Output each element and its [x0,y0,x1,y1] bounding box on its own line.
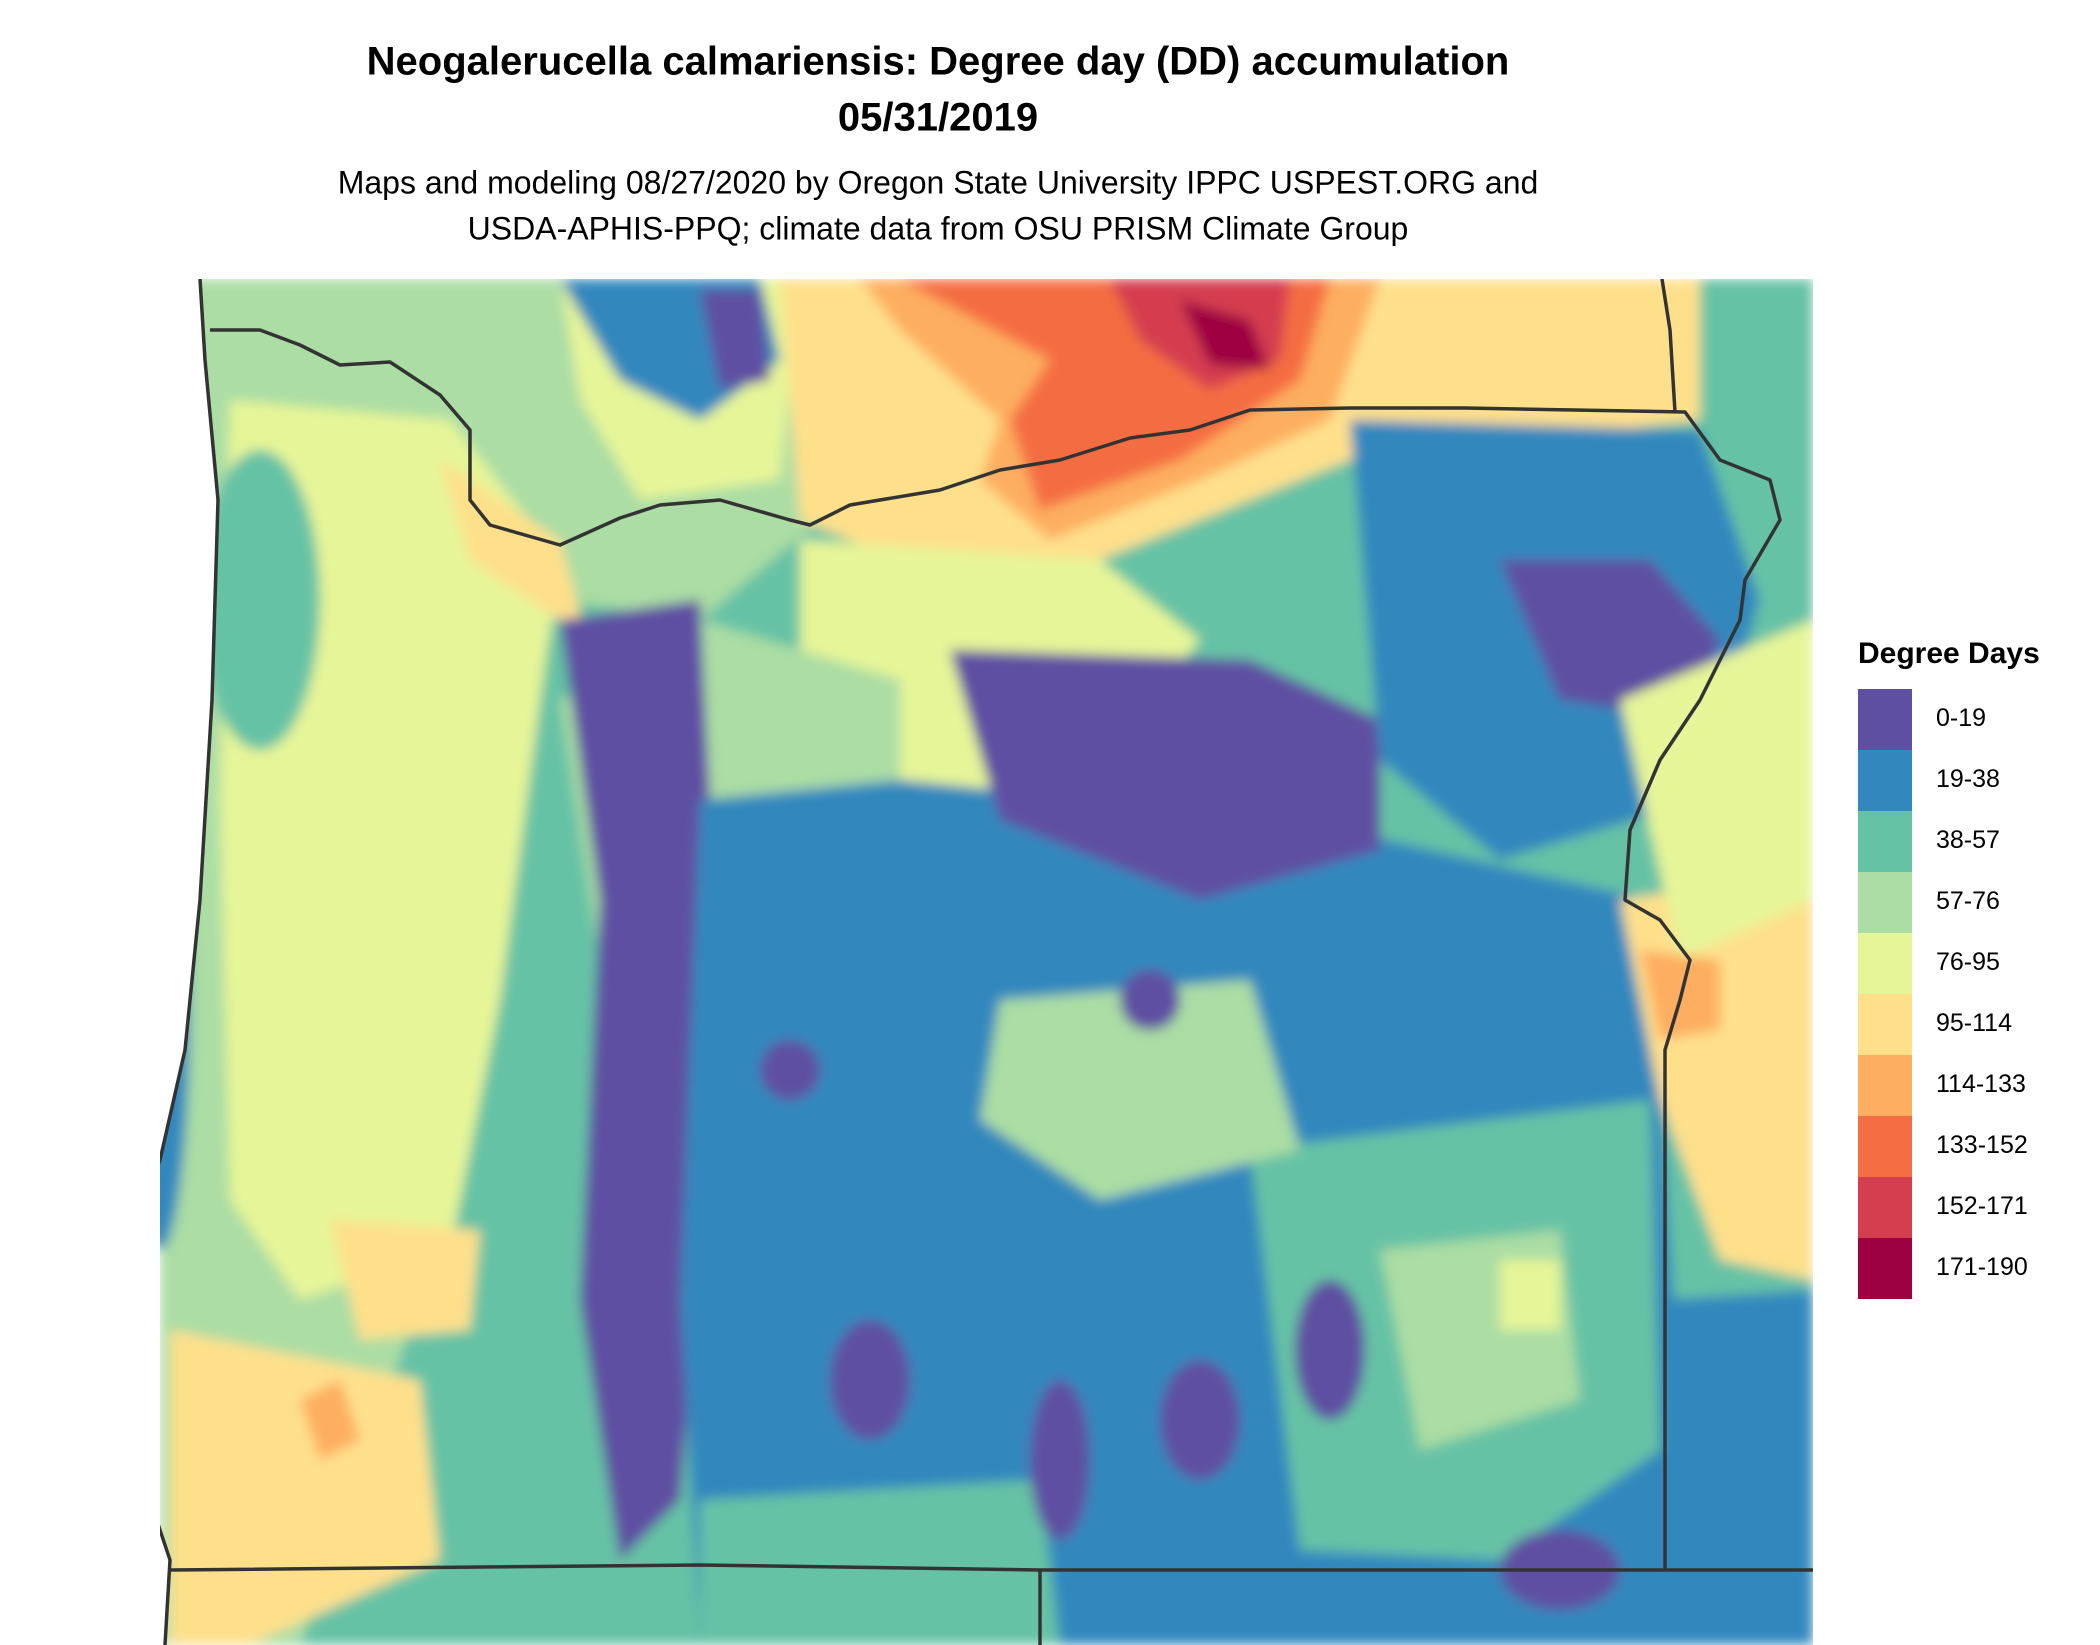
legend-label: 0-19 [1936,704,1986,732]
legend-label: 152-171 [1936,1192,2028,1220]
raster-region [1500,1260,1560,1330]
raster-region [1160,1360,1240,1480]
legend-label: 95-114 [1936,1009,2012,1037]
raster-region [300,1380,360,1460]
raster-region [1180,300,1270,370]
map [160,279,1813,1645]
legend-label: 133-152 [1936,1131,2028,1159]
legend-title: Degree Days [1858,637,2040,670]
raster-region [1660,1290,1813,1645]
legend-swatch [1858,1055,1912,1116]
legend-swatch [1858,689,1912,750]
raster-region [760,1040,820,1100]
legend-swatch [1858,811,1912,872]
state-border [1660,279,1677,413]
subtitle-line: USDA-APHIS-PPQ; climate data from OSU PR… [468,210,1409,246]
coastline [160,279,220,1645]
legend-label: 57-76 [1936,887,2000,915]
raster-region [830,1320,910,1440]
legend-swatch [1858,1238,1912,1299]
title-line: 05/31/2019 [838,96,1038,140]
legend-swatch [1858,750,1912,811]
raster-region [170,1330,440,1645]
legend-label: 19-38 [1936,765,2000,793]
raster-region [700,1480,1060,1645]
state-border [210,328,1782,1570]
subtitle-line: Maps and modeling 08/27/2020 by Oregon S… [338,164,1539,200]
legend-swatch [1858,872,1912,933]
legend: 0-19 19-38 38-57 57-76 76-95 95-114 114-133 133… [1858,689,2028,1299]
state-border [169,1563,1813,1572]
legend-swatch [1858,933,1912,994]
raster [160,279,1813,1645]
legend-label: 114-133 [1936,1070,2026,1098]
raster-region [1500,560,1720,720]
raster-region [1620,620,1813,960]
legend-swatch [1858,1177,1912,1238]
raster-region [1120,970,1180,1030]
legend-swatch [1858,994,1912,1055]
raster-region [950,650,1380,900]
legend-swatch [1858,1116,1912,1177]
raster-region [700,290,770,390]
raster-region [560,600,720,1560]
raster-region [1030,1380,1090,1540]
legend-label: 171-190 [1936,1253,2028,1281]
legend-label: 38-57 [1936,826,2000,854]
raster-region [980,980,1300,1200]
legend-label: 76-95 [1936,948,2000,976]
raster-region [330,1220,480,1340]
raster-region [1295,1280,1365,1420]
title-line: Neogalerucella calmariensis: Degree day … [367,40,1510,84]
raster-region [200,450,320,750]
